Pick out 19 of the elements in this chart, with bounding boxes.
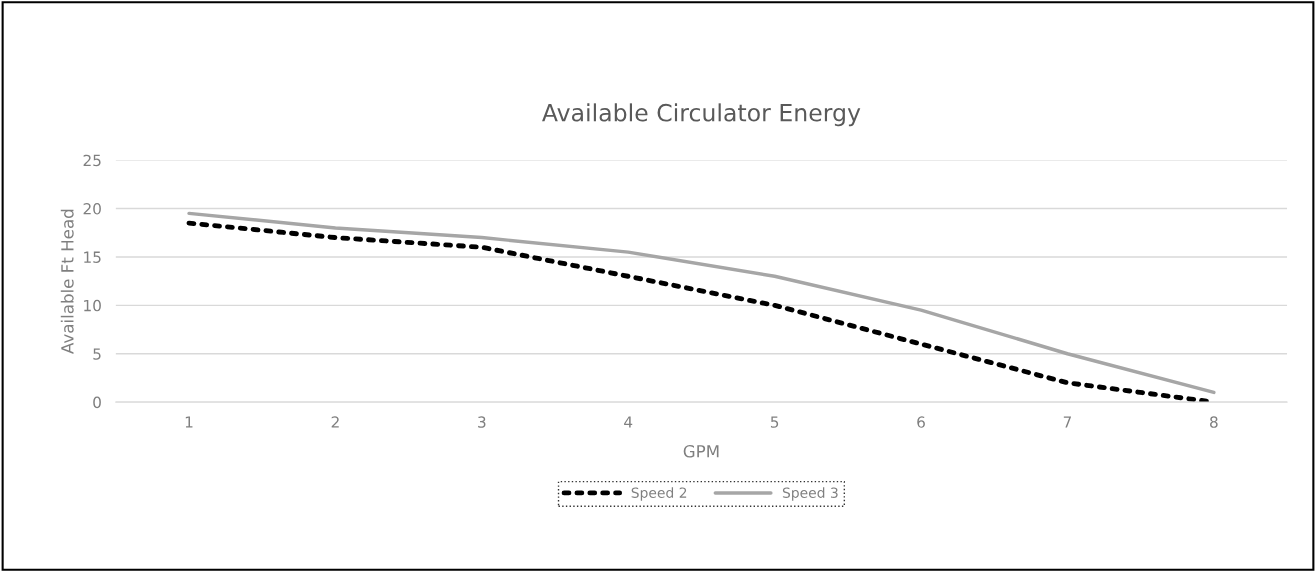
legend-label: Speed 3 [782,487,838,501]
y-tick-label: 10 [84,299,101,312]
y-tick-label: 20 [83,203,101,215]
y-tick-label: 0 [93,396,101,409]
y-tick-label: 25 [83,154,101,167]
chart-title: Available Circulator Energy [542,103,861,127]
x-axis-title: GPM [683,444,719,458]
y-tick-label: 5 [93,348,101,360]
y-axis-title: Available Ft Head [60,209,74,354]
x-tick-label: 6 [917,416,925,428]
legend-label: Speed 2 [631,487,687,501]
x-tick-label: 2 [331,416,339,428]
y-tick-label: 15 [84,251,101,263]
x-tick-label: 5 [770,416,779,428]
x-tick-label: 7 [1063,416,1071,428]
x-tick-label: 1 [185,416,193,428]
x-tick-label: 4 [624,416,633,428]
x-tick-label: 3 [478,416,486,428]
x-tick-label: 8 [1210,416,1218,428]
